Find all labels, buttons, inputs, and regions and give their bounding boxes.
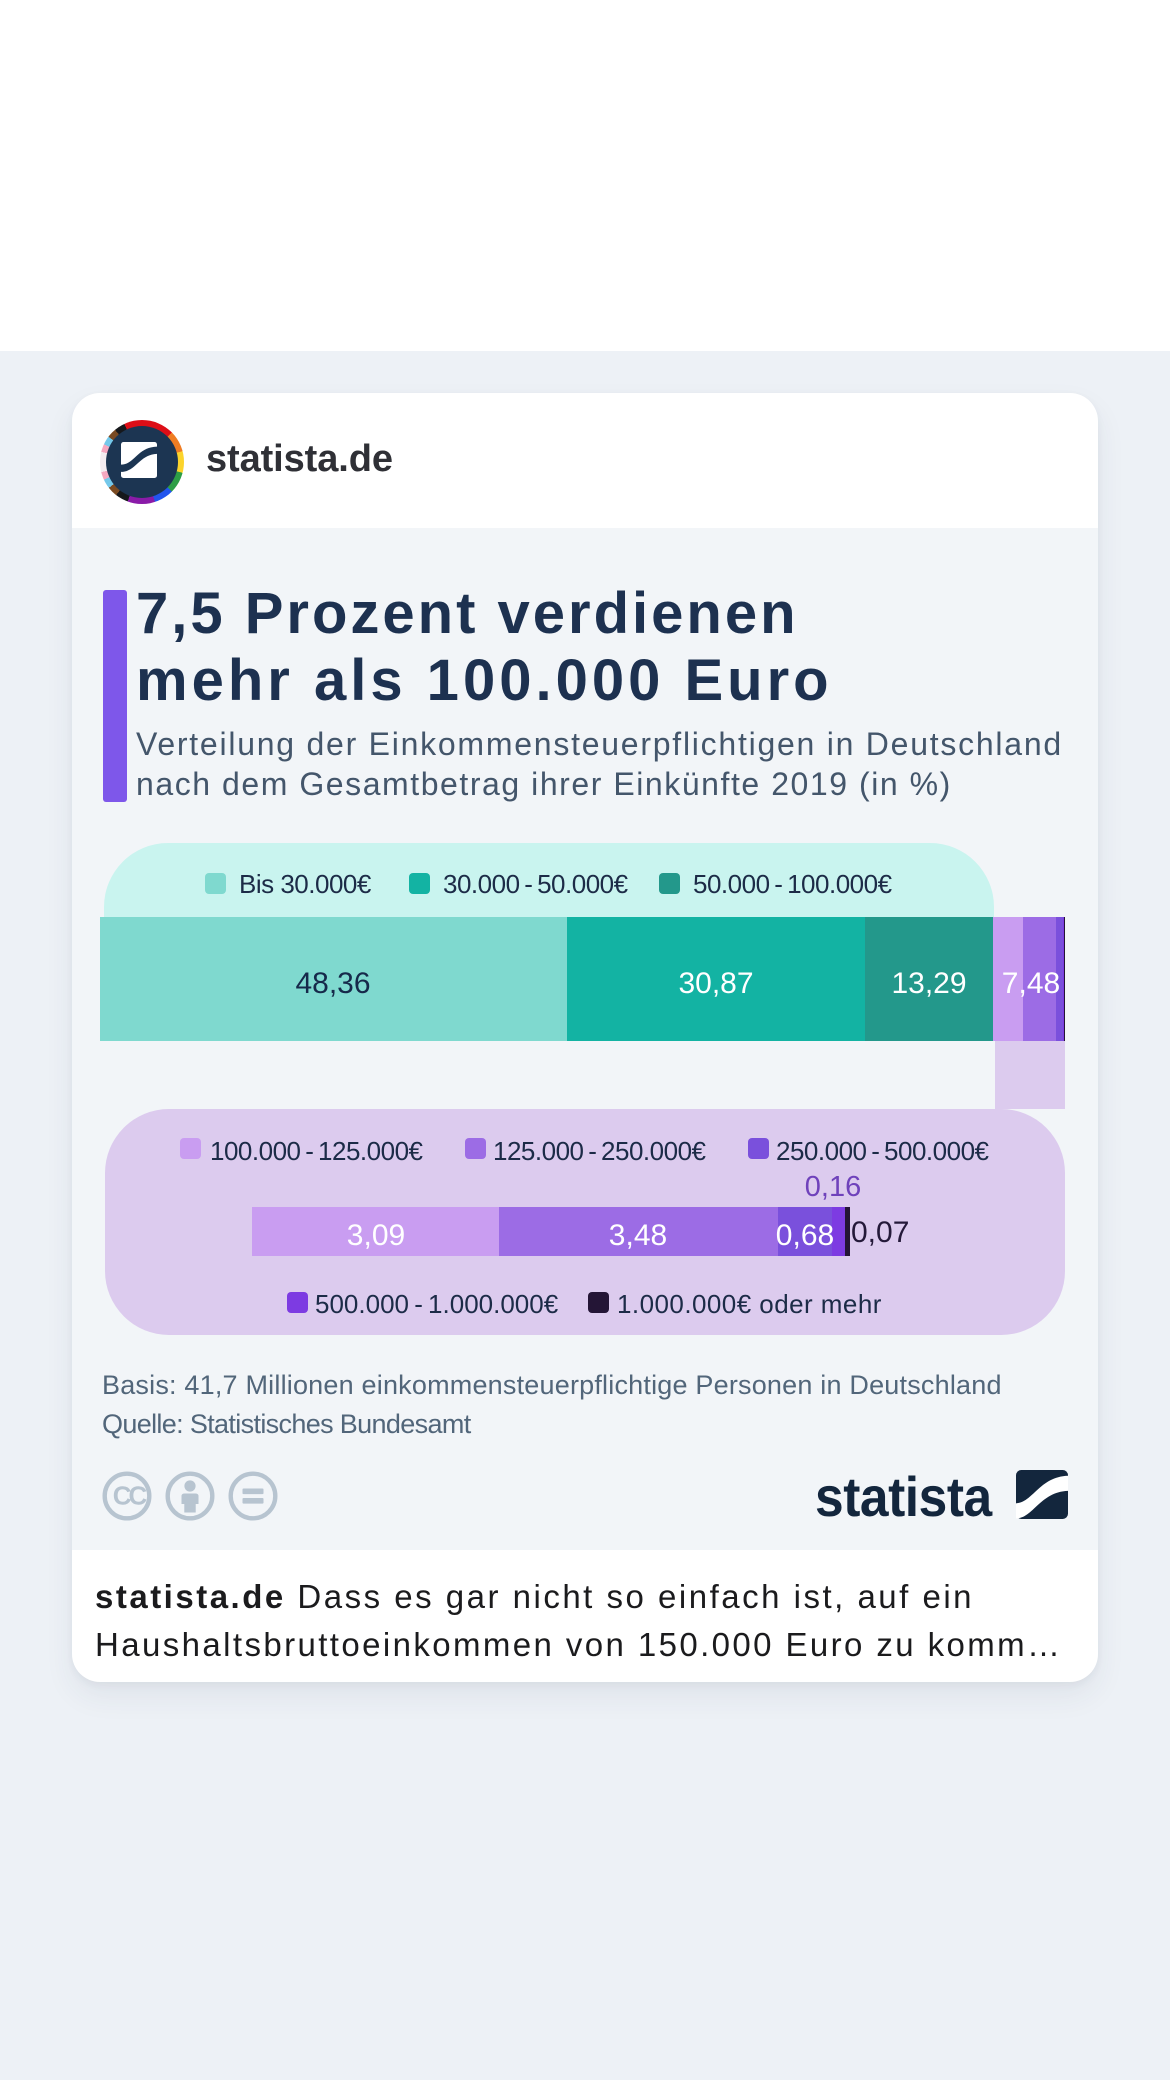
svg-text:CC: CC [113,1480,148,1510]
